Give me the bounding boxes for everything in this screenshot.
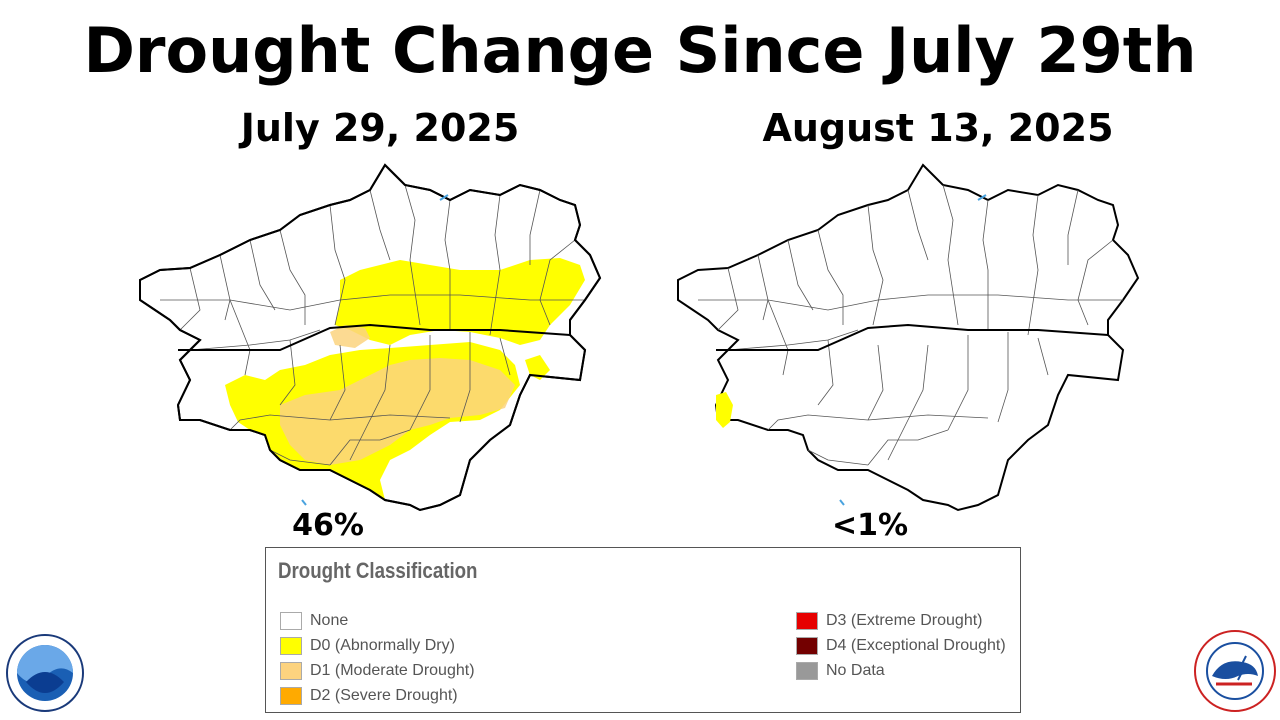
legend-item-d1: D1 (Moderate Drought) [280,660,475,682]
legend-label: D2 (Severe Drought) [310,687,458,704]
d0-area-north [335,258,585,345]
d0-area-small [716,392,733,428]
right-map-date: August 13, 2025 [762,106,1114,150]
legend-label: No Data [826,662,885,679]
legend-label: D4 (Exceptional Drought) [826,637,1006,654]
legend-swatch [796,662,818,680]
legend-swatch [796,637,818,655]
legend-item-none: None [280,610,348,632]
legend-item-no-data: No Data [796,660,885,682]
legend-swatch [280,662,302,680]
legend-label: D1 (Moderate Drought) [310,662,475,679]
legend-label: D0 (Abnormally Dry) [310,637,455,654]
left-drought-map [139,163,602,512]
right-percent: <1% [831,508,909,543]
legend-swatch [280,687,302,705]
noaa-logo [6,634,84,712]
nws-logo [1194,630,1276,712]
d1-area-north [330,325,370,348]
d1-area-center [280,358,515,465]
left-map-date: July 29, 2025 [240,106,520,150]
page-title: Drought Change Since July 29th [83,14,1197,87]
legend-title: Drought Classification [278,558,478,583]
legend-item-d0: D0 (Abnormally Dry) [280,635,455,657]
legend-swatch [280,612,302,630]
left-percent: 46% [292,508,364,543]
legend-label: D3 (Extreme Drought) [826,612,983,629]
right-drought-map [677,163,1140,512]
legend-swatch [796,612,818,630]
legend-item-d2: D2 (Severe Drought) [280,685,458,707]
legend-swatch [280,637,302,655]
state-line [716,323,1109,351]
legend-item-d3: D3 (Extreme Drought) [796,610,983,632]
legend-item-d4: D4 (Exceptional Drought) [796,635,1006,657]
legend-label: None [310,612,349,629]
region-outline [677,163,1140,512]
d0-area-east [525,355,550,380]
county-lines [698,184,1123,466]
legend: Drought Classification None D0 (Abnormal… [265,547,1021,713]
county-lines [160,184,585,466]
state-line [178,323,571,351]
